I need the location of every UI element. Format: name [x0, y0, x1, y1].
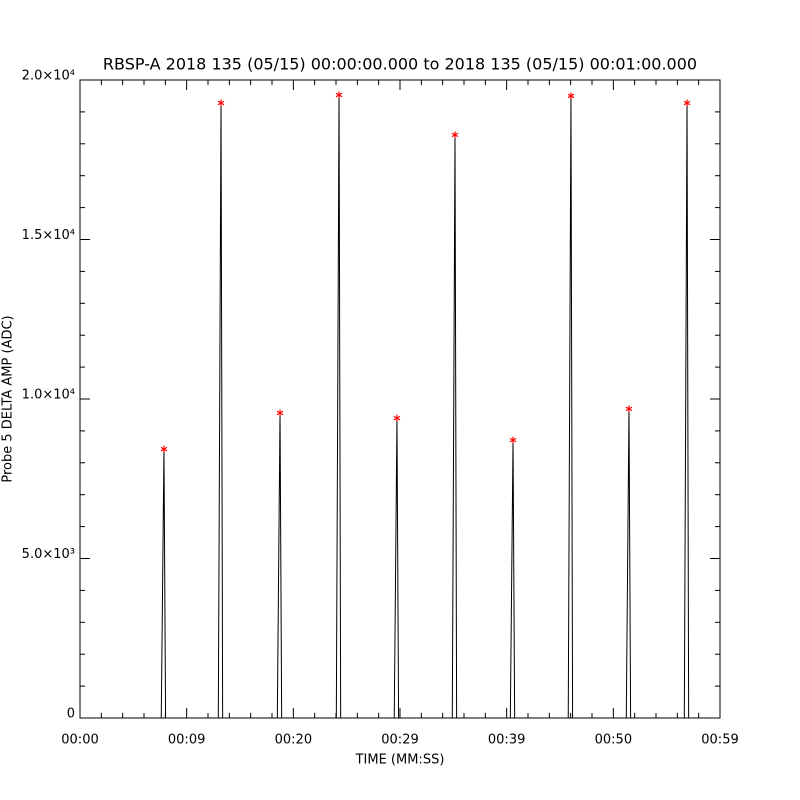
- y-tick-label: 2.0×10⁴: [22, 69, 75, 84]
- y-tick-label: 1.5×10⁴: [22, 228, 75, 243]
- peak-marker: [625, 405, 633, 413]
- peak-marker: [217, 99, 225, 107]
- peak-marker: [160, 445, 168, 453]
- y-tick-label: 5.0×10³: [22, 547, 75, 562]
- trace-line: [80, 94, 720, 719]
- plot-frame: [79, 79, 721, 719]
- y-axis-label: Probe 5 DELTA AMP (ADC): [1, 315, 16, 482]
- peak-marker: [683, 99, 691, 107]
- peak-marker: [451, 131, 459, 139]
- x-tick-label: 00:59: [701, 733, 738, 748]
- x-tick-label: 00:50: [595, 733, 632, 748]
- x-tick-label: 00:09: [168, 733, 205, 748]
- x-tick-label: 00:29: [381, 733, 418, 748]
- peak-marker: [393, 414, 401, 422]
- y-tick-label: 1.0×10⁴: [22, 388, 75, 403]
- x-tick-label: 00:00: [61, 733, 98, 748]
- x-axis-label: TIME (MM:SS): [355, 753, 445, 768]
- x-tick-label: 00:20: [275, 733, 312, 748]
- chart-title: RBSP-A 2018 135 (05/15) 00:00:00.000 to …: [103, 55, 697, 74]
- peak-marker: [509, 436, 517, 444]
- x-tick-label: 00:39: [488, 733, 525, 748]
- peak-marker: [567, 92, 575, 100]
- peak-marker: [276, 409, 284, 417]
- y-tick-label: 0: [67, 707, 75, 722]
- peak-marker: [335, 91, 343, 99]
